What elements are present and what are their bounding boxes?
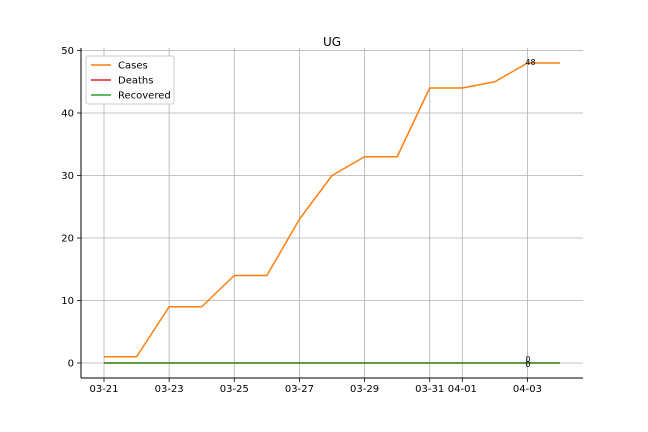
y-tick-label: 50 (61, 46, 74, 57)
axes (80, 48, 583, 379)
y-tick-label: 40 (61, 109, 74, 120)
annotations: 48 00 (525, 58, 535, 369)
series-lines (104, 62, 560, 364)
tick-labels: 03-21 03-23 03-25 03-27 03-29 03-31 04-01 04-03… (61, 46, 542, 395)
data-label: 0 (525, 360, 530, 369)
legend-label-recovered: Recovered (118, 91, 171, 102)
series-line-cases (104, 62, 560, 358)
x-tick-label: 03-23 (155, 384, 184, 395)
legend-box (85, 55, 175, 105)
grid-lines (81, 48, 583, 378)
chart-title: UG (323, 35, 341, 49)
x-tick-label: 03-29 (350, 384, 379, 395)
x-tick-label: 04-01 (448, 384, 477, 395)
x-tick-label: 03-27 (285, 384, 314, 395)
data-label: 0 (525, 355, 530, 364)
y-tick-label: 30 (61, 171, 74, 182)
y-tick-label: 0 (68, 359, 74, 370)
y-tick-label: 20 (61, 234, 74, 245)
x-tick-label: 03-21 (89, 384, 118, 395)
legend: Cases Deaths Recovered (85, 55, 175, 105)
legend-label-cases: Cases (118, 61, 148, 72)
legend-label-deaths: Deaths (118, 76, 153, 87)
x-tick-label: 03-31 (415, 384, 444, 395)
y-tick-label: 10 (61, 296, 74, 307)
data-label: 48 (525, 58, 535, 67)
x-tick-label: 03-25 (220, 384, 249, 395)
x-tick-label: 04-03 (513, 384, 542, 395)
